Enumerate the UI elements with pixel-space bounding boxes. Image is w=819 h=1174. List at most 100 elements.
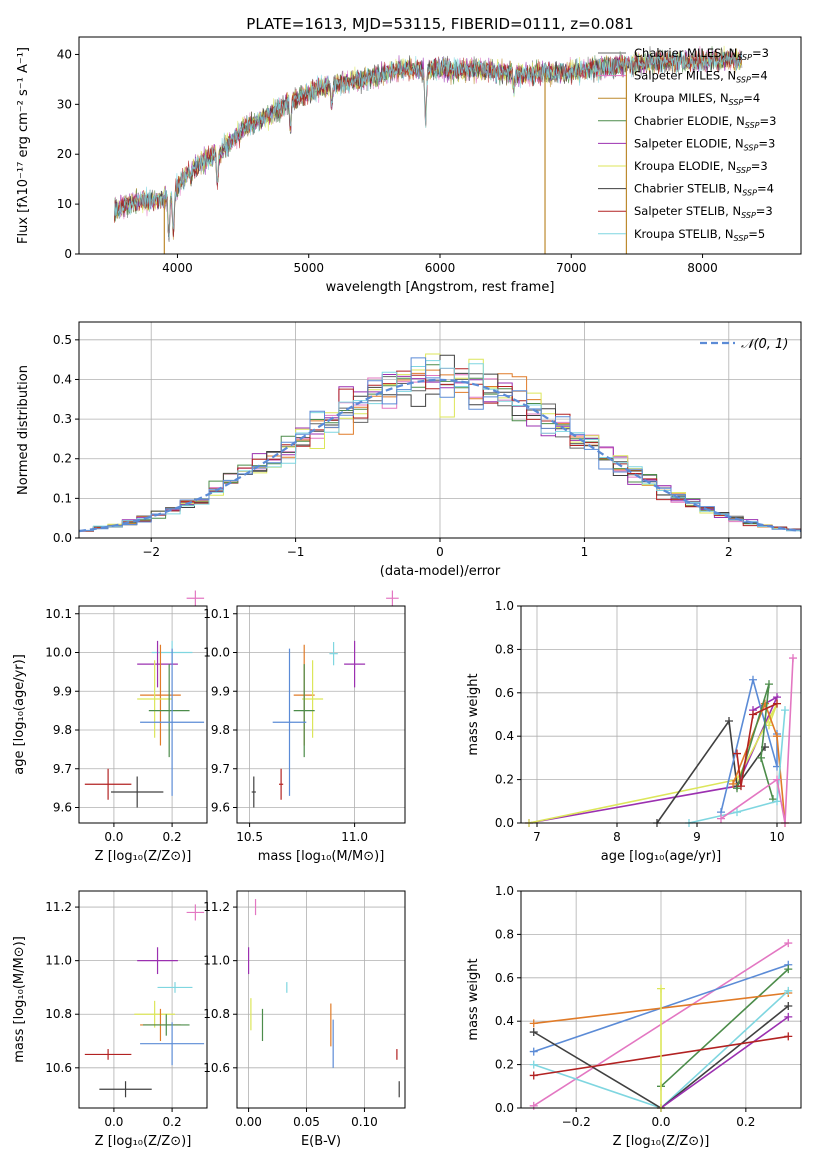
mass-weight-marker <box>529 1028 538 1037</box>
mass-weight-marker <box>773 775 781 784</box>
legend-entry-label: Chabrier ELODIE, NSSP=3 <box>634 114 776 130</box>
mass-weight-series-line <box>660 1016 789 1109</box>
y-tick-label: 9.6 <box>53 801 72 815</box>
y-tick-label: 0.8 <box>495 927 514 941</box>
gaussian-reference-line <box>78 378 802 533</box>
y-tick-label: 11.0 <box>45 954 72 968</box>
y-tick-label: 0.4 <box>53 372 72 386</box>
y-tick-label: 9.9 <box>211 684 230 698</box>
y-tick-label: 9.7 <box>53 762 72 776</box>
mass-weight-series-line <box>720 658 794 824</box>
plot-frame <box>520 890 802 1109</box>
x-tick-label: 0.2 <box>163 1115 182 1129</box>
y-tick-label: 9.7 <box>211 762 230 776</box>
y-tick-label: 0.8 <box>495 642 514 656</box>
mass-weight-series-line <box>736 683 774 800</box>
mass-vs-ebv-panel: 0.00 0.05 0.10 10.6 10.8 11.0 11.2 E(B-V) <box>203 890 406 1149</box>
x-axis-label: (data-model)/error <box>380 564 501 579</box>
x-axis-label: age [log₁₀(age/yr)] <box>601 849 722 864</box>
mass-weight-marker <box>717 814 725 823</box>
y-tick-label: 10.1 <box>45 607 72 621</box>
mass-weight-marker <box>733 749 741 758</box>
legend-entry-label: Salpeter ELODIE, NSSP=3 <box>634 136 775 152</box>
plot-frame <box>236 605 406 824</box>
y-tick-label: 30 <box>57 97 72 111</box>
mass-weight-vs-age-panel: 7 8 9 10 0.0 0.2 0.4 0.6 0.8 1.0 age [log₁₀(age/yr… <box>466 599 802 864</box>
mass-weight-series-line <box>688 710 786 824</box>
mass-weight-marker <box>773 732 781 741</box>
mass-weight-marker <box>789 654 797 663</box>
mass-weight-marker <box>784 939 793 948</box>
y-tick-label: 11.2 <box>203 900 230 914</box>
spectrum-series-line <box>114 48 743 238</box>
y-tick-label: 10.8 <box>45 1007 72 1021</box>
x-tick-label: 11.0 <box>341 830 368 844</box>
y-axis-label: Normed distribution <box>16 365 31 495</box>
mass-weight-marker <box>657 984 665 993</box>
mass-weight-marker <box>749 675 757 684</box>
mass-weight-marker <box>529 1047 538 1056</box>
x-axis-label: Z [log₁₀(Z/Z⊙)] <box>95 1134 192 1149</box>
plot-frame <box>78 605 208 824</box>
y-tick-label: 10.1 <box>203 607 230 621</box>
x-tick-label: 2 <box>725 545 733 559</box>
mass-weight-series-line <box>528 695 779 824</box>
y-tick-label: 9.8 <box>53 723 72 737</box>
x-tick-label: 0.2 <box>163 830 182 844</box>
x-tick-label: 0.00 <box>235 1115 262 1129</box>
mass-weight-marker <box>784 1012 793 1021</box>
mass-vs-metallicity-panel: 0.0 0.2 10.6 10.8 11.0 11.2 Z [log₁₀(Z/Z⊙)] mas… <box>12 890 208 1149</box>
y-tick-label: 0.3 <box>53 412 72 426</box>
y-tick-label: 0.2 <box>495 1058 514 1072</box>
mass-weight-marker <box>773 797 781 806</box>
plot-frame <box>78 321 802 539</box>
legend-entry-label: 𝒩(0, 1) <box>741 337 788 352</box>
x-tick-label: 0.0 <box>104 1115 123 1129</box>
mass-weight-marker <box>733 808 741 817</box>
y-tick-label: 9.9 <box>53 684 72 698</box>
y-axis-label: age [log₁₀(age/yr)] <box>12 654 27 775</box>
mass-weight-marker <box>729 779 737 788</box>
x-tick-label: −1 <box>287 545 305 559</box>
mass-weight-marker <box>749 710 757 719</box>
x-tick-label: 1 <box>581 545 589 559</box>
residual-histogram-panel: −2 −1 0 1 2 0.0 0.1 0.2 0.3 0.4 0.5 (data-model)/er… <box>16 321 802 579</box>
mass-weight-marker <box>765 680 773 689</box>
y-tick-label: 10.8 <box>203 1007 230 1021</box>
figure-title: PLATE=1613, MJD=53115, FIBERID=0111, z=0… <box>246 15 633 33</box>
y-axis-label: mass weight <box>466 958 481 1040</box>
x-axis-label: Z [log₁₀(Z/Z⊙)] <box>95 849 192 864</box>
y-tick-label: 0.6 <box>495 971 514 985</box>
x-tick-label: 0 <box>436 545 444 559</box>
x-tick-label: 6000 <box>425 261 456 275</box>
mass-weight-marker <box>781 706 789 715</box>
legend-entry-label: Chabrier MILES, NSSP=3 <box>634 46 769 62</box>
y-tick-label: 9.6 <box>211 801 230 815</box>
y-tick-label: 1.0 <box>495 599 514 613</box>
plot-frame <box>520 605 802 824</box>
spectrum-panel: 4000 5000 6000 7000 8000 0 10 20 30 40 wavelength … <box>16 36 802 295</box>
mass-weight-series-line <box>720 676 778 813</box>
y-tick-label: 40 <box>57 47 72 61</box>
mass-weight-marker <box>784 986 793 995</box>
y-tick-label: 10.6 <box>203 1061 230 1075</box>
y-tick-label: 0.0 <box>53 531 72 545</box>
x-tick-label: 9 <box>693 830 701 844</box>
mass-weight-marker <box>529 1060 538 1069</box>
y-tick-label: 0.4 <box>495 729 514 743</box>
mass-weight-series-line <box>736 702 778 787</box>
x-axis-label: E(B-V) <box>301 1134 341 1149</box>
legend-entry-label: Kroupa ELODIE, NSSP=3 <box>634 159 768 175</box>
y-tick-label: 0.1 <box>53 491 72 505</box>
mass-weight-marker <box>757 753 765 762</box>
x-tick-label: 4000 <box>162 261 193 275</box>
x-axis-label: Z [log₁₀(Z/Z⊙)] <box>613 1134 710 1149</box>
y-tick-label: 0.6 <box>495 686 514 700</box>
x-tick-label: 0.0 <box>104 830 123 844</box>
x-tick-label: 7 <box>533 830 541 844</box>
x-tick-label: 0.2 <box>736 1115 755 1129</box>
x-tick-label: −0.2 <box>562 1115 591 1129</box>
mass-weight-marker <box>529 1101 538 1110</box>
x-tick-label: 8 <box>613 830 621 844</box>
